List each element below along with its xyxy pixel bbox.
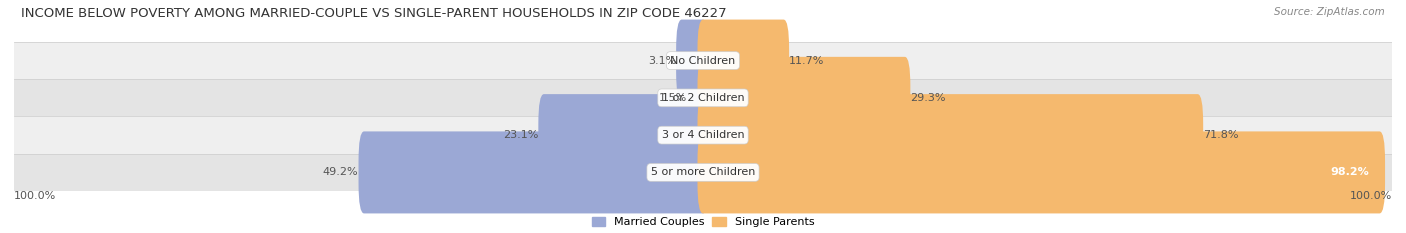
Text: 23.1%: 23.1%	[503, 130, 538, 140]
Text: 98.2%: 98.2%	[1330, 168, 1369, 177]
Text: Source: ZipAtlas.com: Source: ZipAtlas.com	[1274, 7, 1385, 17]
Text: No Children: No Children	[671, 56, 735, 65]
FancyBboxPatch shape	[697, 57, 910, 139]
FancyBboxPatch shape	[538, 94, 709, 176]
Text: 100.0%: 100.0%	[1350, 191, 1392, 201]
Text: 1 or 2 Children: 1 or 2 Children	[662, 93, 744, 103]
Text: 1.5%: 1.5%	[659, 93, 688, 103]
FancyBboxPatch shape	[697, 131, 1385, 213]
Legend: Married Couples, Single Parents: Married Couples, Single Parents	[592, 217, 814, 227]
Bar	[14, 154, 1392, 191]
FancyBboxPatch shape	[697, 94, 1204, 176]
Text: 49.2%: 49.2%	[323, 168, 359, 177]
Bar	[14, 116, 1392, 154]
Text: INCOME BELOW POVERTY AMONG MARRIED-COUPLE VS SINGLE-PARENT HOUSEHOLDS IN ZIP COD: INCOME BELOW POVERTY AMONG MARRIED-COUPL…	[21, 7, 727, 20]
Text: 3 or 4 Children: 3 or 4 Children	[662, 130, 744, 140]
Text: 11.7%: 11.7%	[789, 56, 824, 65]
Text: 3.1%: 3.1%	[648, 56, 676, 65]
Bar	[14, 79, 1392, 116]
Text: 5 or more Children: 5 or more Children	[651, 168, 755, 177]
Text: 100.0%: 100.0%	[14, 191, 56, 201]
FancyBboxPatch shape	[676, 20, 709, 102]
Text: 71.8%: 71.8%	[1204, 130, 1239, 140]
FancyBboxPatch shape	[697, 20, 789, 102]
FancyBboxPatch shape	[688, 57, 709, 139]
FancyBboxPatch shape	[359, 131, 709, 213]
Text: 29.3%: 29.3%	[910, 93, 946, 103]
Bar	[14, 42, 1392, 79]
